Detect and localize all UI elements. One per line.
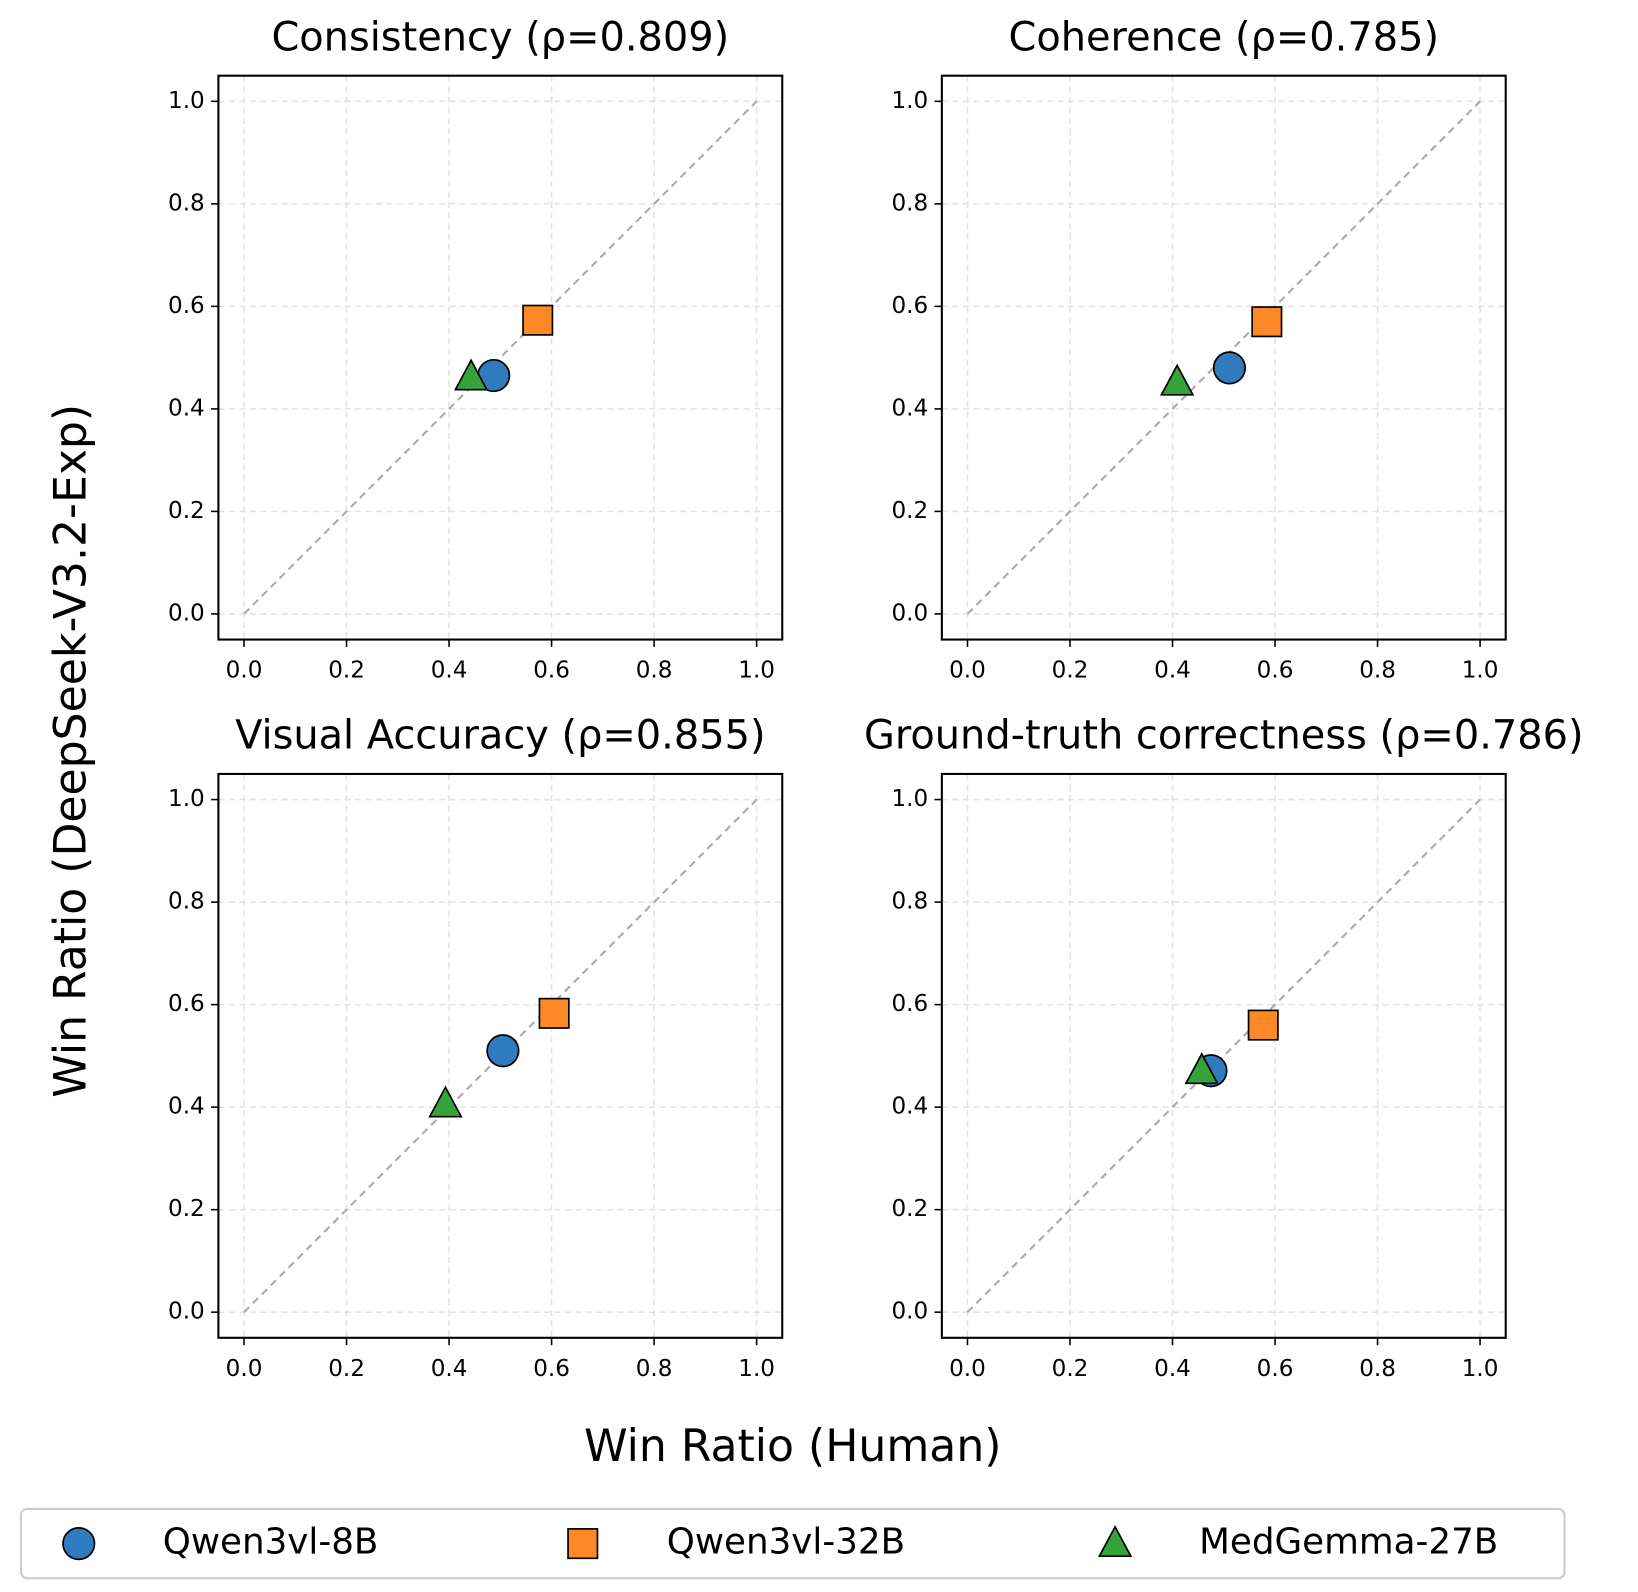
x-tick-label: 1.0 [1462,1356,1499,1382]
y-tick-label: 0.8 [168,889,205,915]
x-tick-label: 0.8 [636,658,673,684]
y-tick-label: 0.2 [891,1196,928,1222]
subplot-title: Consistency (ρ=0.809) [271,14,729,60]
legend-marker [1097,1525,1133,1558]
x-tick-label: 0.8 [1359,658,1396,684]
x-tick-label: 1.0 [738,658,775,684]
point [1251,306,1283,338]
point [1184,1052,1219,1085]
legend-label: MedGemma-27B [1199,1522,1498,1563]
legend-marker [567,1528,599,1560]
point [453,358,489,391]
x-tick-label: 1.0 [738,1356,775,1382]
x-tick-label: 0.2 [1052,658,1089,684]
plot-frame [940,74,1507,641]
y-tick-label: 0.6 [891,991,928,1017]
y-tick-label: 0.8 [891,190,928,216]
x-tick-label: 0.0 [949,1356,986,1382]
y-tick-label: 1.0 [168,88,205,114]
x-tick-label: 1.0 [1462,658,1499,684]
subplot-title: Coherence (ρ=0.785) [1009,14,1440,60]
x-tick-label: 0.8 [636,1356,673,1382]
y-tick-label: 0.0 [891,600,928,626]
y-tick-label: 0.4 [168,395,205,421]
plot-frame [217,74,784,641]
diagonal-reference [243,100,758,615]
y-tick-label: 0.6 [168,293,205,319]
x-tick-label: 0.0 [226,658,263,684]
x-tick-label: 0.4 [1154,1356,1191,1382]
x-tick-label: 0.8 [1359,1356,1396,1382]
point [428,1085,463,1118]
y-tick-label: 0.6 [891,293,928,319]
x-axis-label: Win Ratio (Human) [584,1421,1002,1472]
x-tick-label: 0.0 [226,1356,263,1382]
y-tick-label: 0.8 [891,889,928,915]
y-tick-label: 0.4 [891,1094,928,1120]
x-tick-label: 0.4 [1154,658,1191,684]
y-tick-label: 1.0 [168,786,205,812]
legend-box [19,1507,1566,1580]
x-tick-label: 0.4 [431,658,468,684]
y-tick-label: 0.0 [168,1299,205,1325]
y-tick-label: 1.0 [891,88,928,114]
y-tick-label: 0.2 [891,498,928,524]
point [1247,1009,1279,1041]
y-tick-label: 0.0 [891,1299,928,1325]
y-tick-label: 0.2 [168,498,205,524]
plot-frame [217,772,784,1339]
legend-label: Qwen3vl-8B [163,1522,379,1563]
diagonal-reference [966,798,1481,1313]
x-tick-label: 0.6 [1257,658,1294,684]
x-tick-label: 0.6 [1257,1356,1294,1382]
y-tick-label: 0.6 [168,991,205,1017]
y-tick-label: 0.0 [168,600,205,626]
legend-marker [62,1527,96,1561]
x-tick-label: 0.4 [431,1356,468,1382]
point [1212,351,1247,385]
x-tick-label: 0.6 [533,658,570,684]
y-tick-label: 0.4 [168,1094,205,1120]
point [486,1034,520,1068]
x-tick-label: 0.6 [533,1356,570,1382]
subplot-title: Ground-truth correctness (ρ=0.786) [864,713,1584,759]
point [538,997,570,1029]
y-tick-label: 0.4 [891,395,928,421]
x-tick-label: 0.2 [1052,1356,1089,1382]
x-tick-label: 0.2 [328,1356,365,1382]
y-tick-label: 0.2 [168,1196,205,1222]
point [1159,363,1195,396]
y-axis-label: Win Ratio (DeepSeek-V3.2-Exp) [46,404,97,1098]
subplot-title: Visual Accuracy (ρ=0.855) [235,713,765,759]
plot-frame [940,772,1507,1339]
point [522,304,554,336]
legend-label: Qwen3vl-32B [667,1522,905,1563]
y-tick-label: 0.8 [168,190,205,216]
y-tick-label: 1.0 [891,786,928,812]
x-tick-label: 0.0 [949,658,986,684]
x-tick-label: 0.2 [328,658,365,684]
